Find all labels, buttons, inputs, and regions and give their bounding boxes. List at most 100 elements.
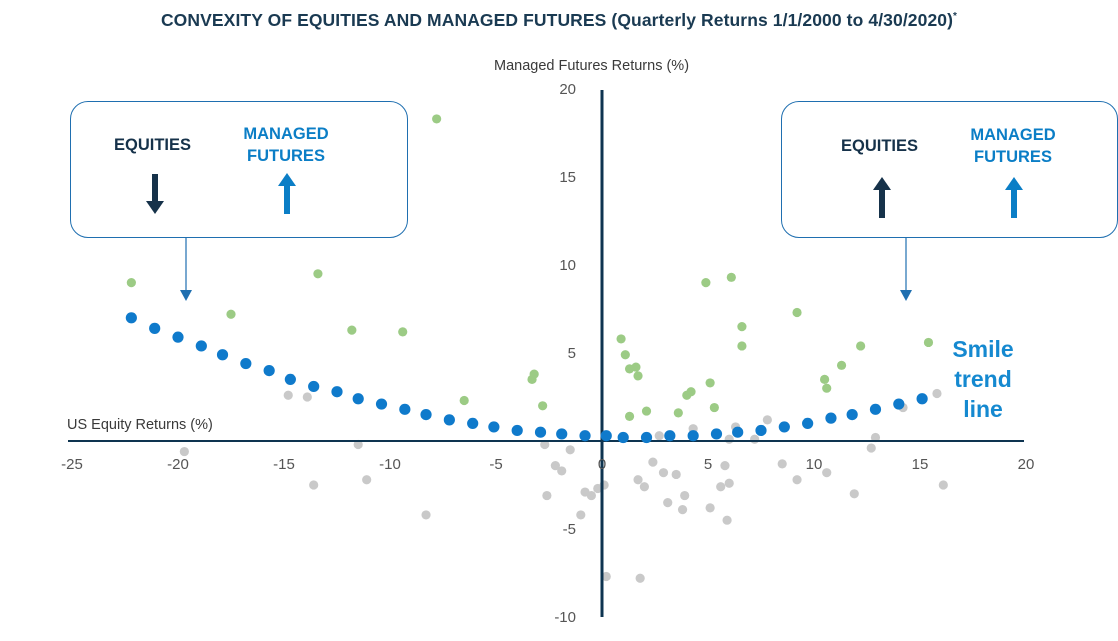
gray-point xyxy=(283,390,293,400)
green-point xyxy=(398,327,408,337)
green-point xyxy=(705,378,715,388)
trend-point xyxy=(869,403,882,415)
gray-point xyxy=(309,480,319,490)
gray-point xyxy=(750,434,760,444)
right-equities-label: EQUITIES xyxy=(840,137,918,155)
x-tick-label: 5 xyxy=(704,456,712,473)
gray-point xyxy=(654,431,664,441)
trend-point xyxy=(893,398,905,410)
green-point xyxy=(726,272,736,282)
gray-point xyxy=(849,489,859,499)
green-point xyxy=(538,401,548,411)
green-point xyxy=(836,360,847,370)
gray-point xyxy=(720,461,730,471)
gray-point xyxy=(540,439,550,450)
gray-point xyxy=(179,446,189,457)
trend-point xyxy=(617,431,629,444)
left-managed-futures-label: MANAGED FUTURES xyxy=(243,125,329,165)
right-callout-box: EQUITIES MANAGED FUTURES xyxy=(781,101,1118,238)
gray-point xyxy=(633,475,643,485)
trend-point xyxy=(420,409,432,421)
trend-point xyxy=(172,331,184,343)
green-point xyxy=(792,307,802,318)
green-point xyxy=(226,309,236,319)
green-point xyxy=(529,369,539,379)
gray-point xyxy=(762,415,772,425)
gray-point xyxy=(648,457,658,467)
trend-point xyxy=(579,430,591,442)
x-axis-label: US Equity Returns (%) xyxy=(67,417,213,433)
gray-point xyxy=(550,461,560,471)
right-callout-arrowhead-icon xyxy=(900,290,912,301)
trend-point xyxy=(755,424,767,437)
trend-point xyxy=(534,426,547,438)
gray-point xyxy=(635,573,645,583)
x-tick-label: -10 xyxy=(379,456,401,473)
y-axis-label: Managed Futures Returns (%) xyxy=(494,58,689,74)
trend-point xyxy=(488,421,500,433)
green-point xyxy=(620,350,630,360)
x-tick-label: -15 xyxy=(273,456,295,473)
left-equities-down-arrow-icon xyxy=(146,174,164,214)
trend-point xyxy=(664,430,676,442)
gray-point xyxy=(722,515,732,525)
right-managed-futures-up-arrow-icon xyxy=(1005,177,1023,218)
trend-point xyxy=(375,398,388,410)
trend-point xyxy=(308,380,320,393)
trend-point xyxy=(263,365,275,377)
green-point xyxy=(631,362,641,372)
trend-point xyxy=(216,349,229,361)
left-callout-box: EQUITIES MANAGED FUTURES xyxy=(70,101,408,238)
green-point xyxy=(923,337,934,348)
green-point xyxy=(126,278,136,288)
trend-point xyxy=(778,421,790,433)
right-equities-up-arrow-icon xyxy=(873,177,891,218)
green-point xyxy=(641,406,652,416)
trend-point xyxy=(352,393,364,405)
gray-point xyxy=(353,439,363,450)
gray-point xyxy=(421,510,431,520)
y-tick-label: 5 xyxy=(568,345,576,362)
trend-point xyxy=(846,409,858,421)
left-callout-arrowhead-icon xyxy=(180,290,192,301)
gray-point xyxy=(362,475,372,485)
trend-point xyxy=(331,386,343,398)
green-point xyxy=(856,341,866,351)
gray-point xyxy=(557,466,567,476)
trend-point xyxy=(640,431,653,444)
gray-point xyxy=(777,459,787,469)
green-point xyxy=(313,269,323,279)
gray-point xyxy=(663,498,673,508)
gray-point xyxy=(576,510,586,520)
gray-point xyxy=(822,468,832,478)
trend-point xyxy=(443,414,455,426)
gray-point xyxy=(724,434,734,444)
gray-point xyxy=(601,571,611,582)
left-managed-futures-up-arrow-icon xyxy=(278,173,296,214)
green-point xyxy=(686,387,696,397)
gray-point xyxy=(866,443,876,453)
gray-point xyxy=(932,388,942,399)
green-point xyxy=(820,374,830,384)
gray-point xyxy=(586,490,597,501)
trend-point xyxy=(732,426,744,438)
x-tick-label: 20 xyxy=(1018,456,1035,473)
green-point xyxy=(737,341,747,351)
y-tick-label: 10 xyxy=(559,257,576,274)
gray-point xyxy=(302,392,312,402)
trend-point xyxy=(284,373,296,385)
green-point xyxy=(432,114,442,124)
trend-point xyxy=(687,430,699,442)
trend-point xyxy=(710,428,723,440)
smile-trend-line-annotation: Smile trend line xyxy=(952,336,1014,422)
gray-point xyxy=(542,490,552,501)
x-tick-label: -5 xyxy=(489,456,502,473)
gray-point xyxy=(677,505,688,515)
green-point xyxy=(709,402,719,413)
trend-point xyxy=(195,340,207,352)
trend-point xyxy=(125,312,137,324)
trend-point xyxy=(825,412,837,424)
y-tick-label: 15 xyxy=(559,169,576,186)
green-point xyxy=(673,408,683,418)
gray-point xyxy=(938,480,948,490)
